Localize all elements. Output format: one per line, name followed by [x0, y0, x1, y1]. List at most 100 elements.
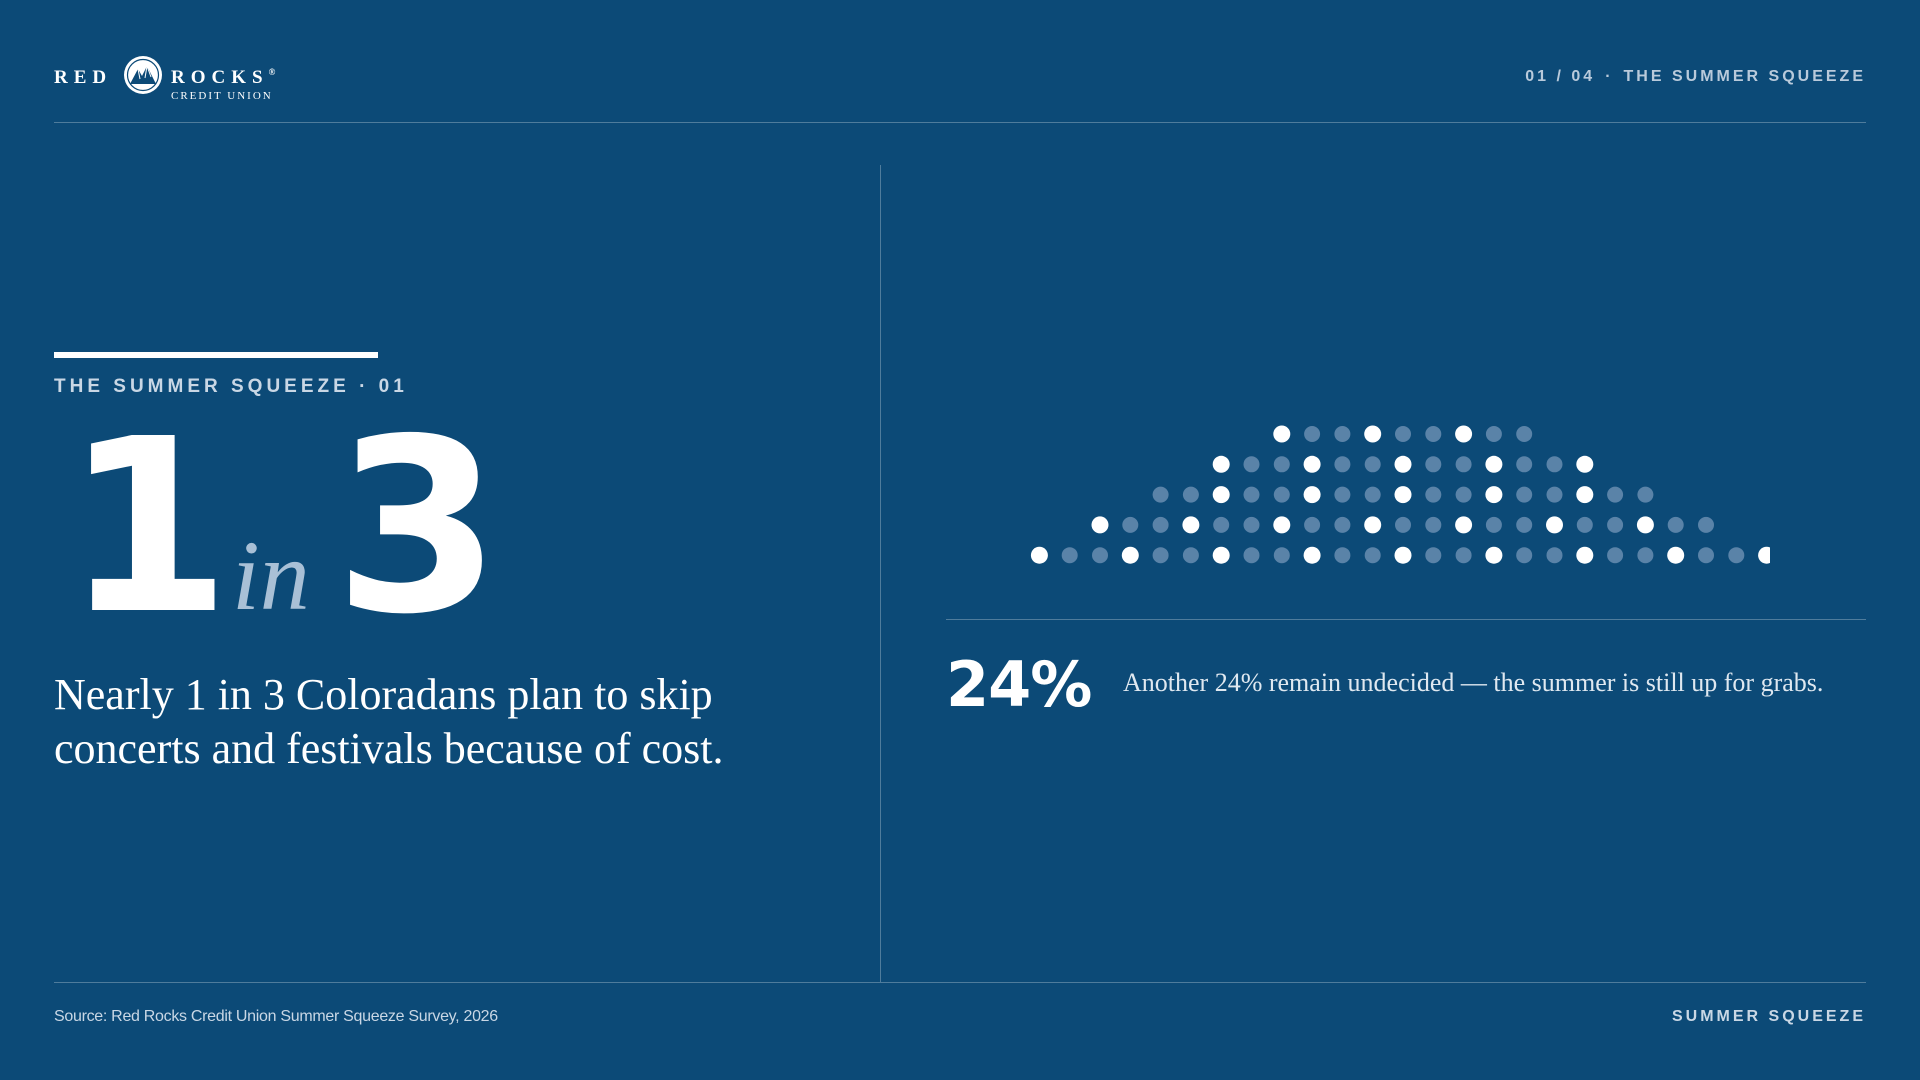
dot-highlighted	[1667, 546, 1685, 564]
dot-highlighted	[1394, 486, 1412, 504]
dot-highlighted	[1030, 546, 1048, 564]
dot	[1152, 547, 1169, 564]
dot-highlighted	[1758, 546, 1770, 564]
dot	[1607, 547, 1624, 564]
chart-divider	[946, 619, 1866, 620]
dot-highlighted	[1485, 486, 1503, 504]
dot	[1728, 547, 1745, 564]
dot	[1243, 516, 1260, 533]
dot-highlighted	[1394, 546, 1412, 564]
dot	[1364, 486, 1381, 503]
dot	[1364, 547, 1381, 564]
dot	[1243, 456, 1260, 473]
dot	[1546, 486, 1563, 503]
header-pagination: 01 / 04 · THE SUMMER SQUEEZE	[1525, 68, 1866, 86]
dot	[1576, 516, 1593, 533]
dot	[1425, 426, 1442, 442]
dot-highlighted	[1273, 516, 1291, 534]
dot-highlighted	[1546, 516, 1563, 534]
dot	[1273, 486, 1290, 503]
dot-highlighted	[1303, 486, 1321, 504]
dot	[1485, 516, 1502, 533]
dot	[1667, 516, 1684, 533]
dot-highlighted	[1303, 455, 1321, 473]
secondary-stat-value: 24%	[946, 648, 1092, 721]
dot-highlighted	[1091, 516, 1109, 534]
left-panel: THE SUMMER SQUEEZE · 01 1 in 3 Nearly 1 …	[54, 352, 814, 776]
dot	[1364, 456, 1381, 473]
dot	[1455, 547, 1472, 564]
dot-highlighted	[1576, 546, 1594, 564]
dot	[1243, 547, 1260, 564]
dot	[1395, 426, 1411, 442]
dot	[1243, 486, 1260, 503]
page-indicator: 01 / 04	[1525, 68, 1596, 85]
dot	[1425, 516, 1442, 533]
headline-line-2: concerts and festivals because of cost.	[54, 724, 724, 773]
dot-highlighted	[1485, 455, 1503, 473]
dot-highlighted	[1121, 546, 1139, 564]
dot	[1607, 516, 1624, 533]
dot	[1516, 456, 1533, 473]
dot	[1092, 547, 1108, 564]
dot	[1213, 516, 1230, 533]
dot	[1516, 486, 1533, 503]
dot	[1607, 486, 1624, 503]
footer-label: SUMMER SQUEEZE	[1671, 1008, 1866, 1025]
dot	[1637, 486, 1654, 503]
dot	[1122, 516, 1139, 533]
dot	[1425, 456, 1442, 473]
headline-line-1: Nearly 1 in 3 Coloradans plan to skip	[54, 670, 713, 719]
dot	[1304, 516, 1321, 533]
headline: Nearly 1 in 3 Coloradans plan to skip co…	[54, 668, 814, 776]
dot-highlighted	[1576, 486, 1594, 504]
kicker: THE SUMMER SQUEEZE · 01	[54, 376, 408, 397]
dot	[1485, 426, 1502, 442]
dot	[1425, 547, 1442, 564]
dot-highlighted	[1576, 455, 1594, 473]
stat-denominator: 3	[334, 387, 501, 667]
dot-highlighted	[1182, 516, 1200, 534]
mountain-emblem-icon	[124, 56, 162, 94]
dot-highlighted	[1303, 546, 1321, 564]
dot	[1182, 547, 1199, 564]
dot	[1061, 547, 1078, 564]
dot	[1516, 516, 1533, 533]
dot	[1182, 486, 1199, 503]
accent-bar	[54, 352, 378, 358]
header: RED ROCKS® CREDIT UNION 01 / 04 · THE SUMM…	[54, 50, 1866, 123]
dot	[1546, 547, 1563, 564]
brand-subtitle: CREDIT UNION	[171, 90, 273, 102]
dot	[1698, 516, 1714, 533]
dot-highlighted	[1273, 425, 1291, 443]
dot	[1425, 486, 1442, 503]
dot	[1152, 486, 1169, 503]
stat-word: in	[232, 520, 310, 631]
secondary-stat-text: Another 24% remain undecided — the summe…	[1123, 668, 1824, 697]
section-label: THE SUMMER SQUEEZE	[1623, 68, 1866, 85]
dot-highlighted	[1364, 425, 1382, 443]
dot	[1546, 456, 1563, 473]
dot	[1334, 516, 1351, 533]
dot-highlighted	[1394, 455, 1412, 473]
dot-highlighted	[1455, 516, 1473, 534]
dot	[1698, 547, 1714, 564]
dot-highlighted	[1455, 425, 1473, 443]
stat-numerator: 1	[64, 387, 231, 667]
dot	[1455, 456, 1472, 473]
dot-grid-chart	[1030, 425, 1770, 564]
dot	[1395, 516, 1411, 533]
dot	[1516, 426, 1533, 442]
source-note: Source: Red Rocks Credit Union Summer Sq…	[54, 1008, 498, 1025]
vertical-divider	[880, 165, 881, 982]
dot	[1152, 516, 1169, 533]
dot	[1304, 426, 1321, 442]
footer-divider	[54, 982, 1866, 983]
dot	[1273, 547, 1290, 564]
dot-highlighted	[1636, 516, 1654, 534]
dot	[1273, 456, 1290, 473]
header-separator: ·	[1605, 68, 1614, 85]
dot	[1516, 547, 1533, 564]
dot-highlighted	[1485, 546, 1503, 564]
big-stat: 1 in 3	[54, 402, 814, 652]
